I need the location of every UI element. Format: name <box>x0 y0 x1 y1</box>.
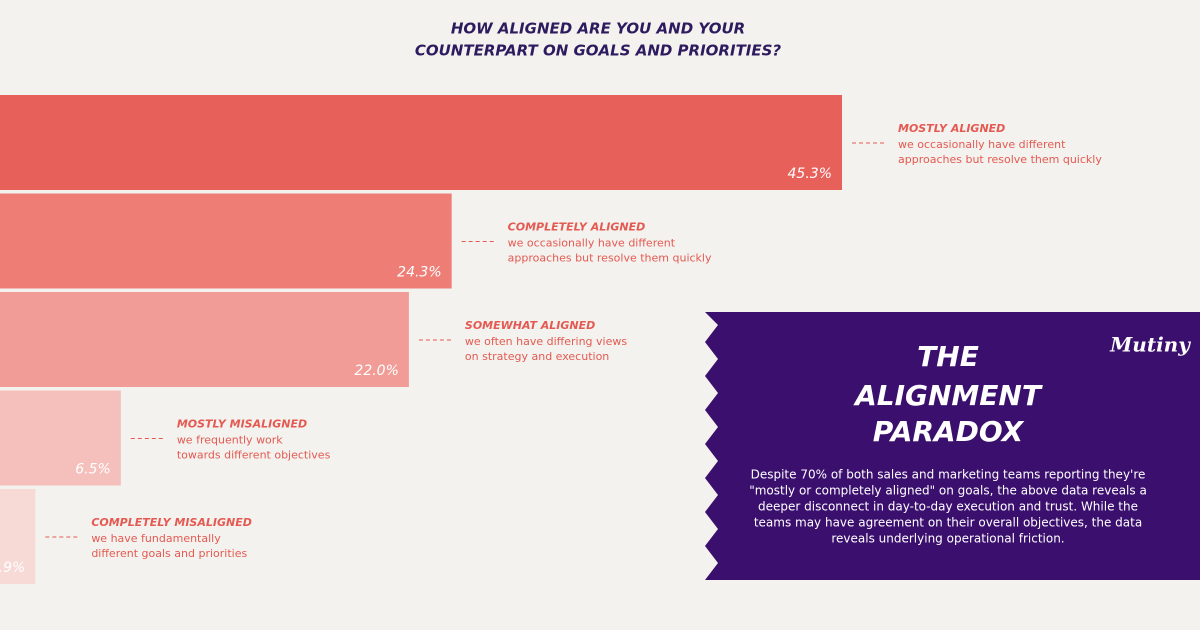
value-label: 6.5% <box>75 462 111 478</box>
panel <box>705 312 1200 580</box>
category-description: approaches but resolve them quickly <box>898 153 1102 166</box>
category-label: COMPLETELY ALIGNED <box>508 221 646 234</box>
category-description: we have fundamentally <box>91 532 221 545</box>
category-description: we frequently work <box>177 434 283 447</box>
bar <box>0 390 121 486</box>
category-description: different goals and priorities <box>91 547 247 560</box>
panel-body: teams may have agreement on their overal… <box>754 516 1142 530</box>
value-label: 24.3% <box>397 265 441 281</box>
logo: Mutiny <box>1109 333 1191 357</box>
title: HOW ALIGNED ARE YOU AND YOUR <box>451 20 745 38</box>
category-description: on strategy and execution <box>465 350 609 363</box>
bar <box>0 193 452 289</box>
bar <box>0 489 36 584</box>
category-description: towards different objectives <box>177 449 331 462</box>
category-label: SOMEWHAT ALIGNED <box>465 319 595 332</box>
category-description: we occasionally have different <box>508 237 676 250</box>
bar <box>0 95 842 190</box>
category-description: approaches but resolve them quickly <box>508 252 712 265</box>
category-description: we occasionally have different <box>898 138 1066 151</box>
category-label: MOSTLY MISALIGNED <box>177 418 307 431</box>
value-label: 45.3% <box>788 166 832 182</box>
bar <box>0 292 409 387</box>
value-label: 1.9% <box>0 560 25 576</box>
panel-body: deeper disconnect in day-to-day executio… <box>758 500 1138 514</box>
panel-body: Despite 70% of both sales and marketing … <box>751 468 1146 482</box>
panel-body: reveals underlying operational friction. <box>831 532 1064 546</box>
panel-body: "mostly or completely aligned" on goals,… <box>749 484 1147 498</box>
panel-heading: THE <box>917 340 979 373</box>
value-label: 22.0% <box>354 363 398 379</box>
category-label: MOSTLY ALIGNED <box>898 122 1005 135</box>
panel-heading: ALIGNMENT <box>853 379 1043 412</box>
panel-heading: PARADOX <box>873 415 1025 448</box>
category-label: COMPLETELY MISALIGNED <box>91 516 252 529</box>
title: COUNTERPART ON GOALS AND PRIORITIES? <box>415 42 782 60</box>
category-description: we often have differing views <box>465 335 627 348</box>
